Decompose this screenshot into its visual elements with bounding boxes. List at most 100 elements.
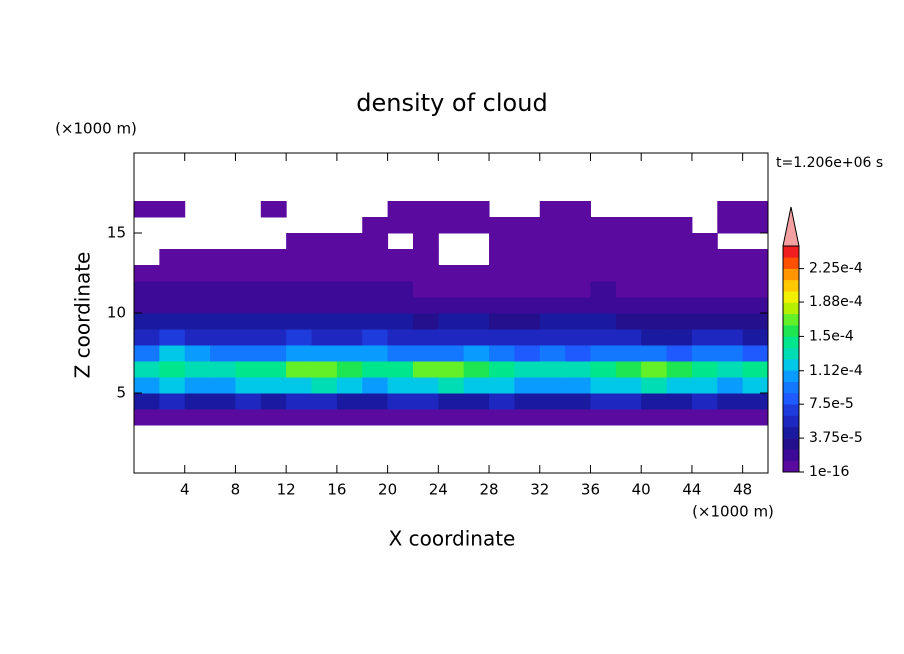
colorbar-band: [783, 460, 799, 473]
contour-cell: [260, 281, 287, 298]
contour-cell: [489, 217, 515, 234]
contour-cell: [387, 345, 414, 362]
contour-cell: [438, 345, 465, 362]
colorbar-band: [783, 302, 799, 315]
contour-cell: [717, 393, 744, 410]
contour-cell: [311, 377, 338, 394]
contour-cell: [742, 393, 769, 410]
contour-cell: [387, 249, 414, 266]
contour-cell: [691, 329, 718, 346]
contour-cell: [362, 361, 389, 378]
contour-cell: [210, 313, 236, 330]
contour-cell: [387, 265, 414, 282]
contour-cell: [184, 297, 211, 314]
contour-cell: [286, 265, 313, 282]
colorbar-band: [783, 449, 799, 461]
contour-cell: [260, 393, 287, 410]
contour-cell: [717, 265, 744, 282]
contour-cell: [260, 313, 287, 330]
contour-cell: [362, 377, 389, 394]
contour-cell: [717, 329, 744, 346]
contour-cell: [412, 249, 439, 266]
colorbar-band: [783, 291, 799, 303]
contour-cell: [286, 297, 313, 314]
contour-cell: [260, 249, 287, 266]
contour-cell: [210, 281, 236, 298]
contour-cell: [565, 393, 591, 410]
contour-cell: [691, 345, 718, 362]
contour-cell: [615, 409, 642, 426]
contour-cell: [742, 297, 769, 314]
contour-cell: [286, 361, 313, 378]
contour-cell: [311, 249, 338, 266]
contour-cell: [691, 361, 718, 378]
contour-cell: [336, 345, 363, 362]
contour-cell: [134, 313, 160, 330]
contour-cell: [260, 361, 287, 378]
contour-cell: [539, 393, 566, 410]
contour-cell: [463, 377, 490, 394]
contour-cell: [311, 233, 338, 250]
colorbar-band: [783, 426, 799, 439]
contour-cell: [463, 393, 490, 410]
contour-cell: [565, 217, 591, 234]
contour-cell: [590, 393, 617, 410]
contour-cell: [717, 409, 744, 426]
contour-cell: [615, 297, 642, 314]
contour-cell: [463, 297, 490, 314]
x-tick-label: 4: [180, 481, 190, 499]
contour-cell: [311, 393, 338, 410]
contour-cell: [615, 233, 642, 250]
contour-cell: [641, 249, 668, 266]
x-tick-label: 24: [429, 481, 448, 499]
contour-cell: [615, 249, 642, 266]
colorbar-band: [783, 246, 799, 258]
contour-cell: [438, 393, 465, 410]
contour-cell: [260, 297, 287, 314]
contour-cell: [134, 393, 160, 410]
contour-cell: [565, 329, 591, 346]
contour-cell: [210, 409, 236, 426]
contour-cell: [260, 409, 287, 426]
y-tick-label: 10: [107, 304, 126, 322]
contour-cell: [159, 329, 186, 346]
contour-cell: [489, 361, 515, 378]
colorbar-band: [783, 279, 799, 292]
contour-cell: [742, 329, 769, 346]
contour-cell: [717, 249, 744, 266]
contour-cell: [590, 233, 617, 250]
contour-cell: [311, 361, 338, 378]
contour-cell: [489, 329, 515, 346]
colorbar-tick-label: 3.75e-5: [809, 430, 863, 446]
contour-cell: [210, 329, 236, 346]
contour-cell: [286, 313, 313, 330]
contour-cell: [134, 329, 160, 346]
contour-cell: [514, 409, 541, 426]
contour-cell: [184, 393, 211, 410]
contour-cell: [590, 345, 617, 362]
contour-cell: [742, 313, 769, 330]
x-tick-label: 20: [378, 481, 397, 499]
contour-cell: [184, 361, 211, 378]
contour-cell: [666, 265, 693, 282]
contour-cell: [590, 329, 617, 346]
contour-cell: [412, 329, 439, 346]
contour-cell: [666, 345, 693, 362]
contour-cell: [260, 329, 287, 346]
contour-cell: [159, 409, 186, 426]
contour-cell: [311, 265, 338, 282]
colorbar-tick-label: 7.5e-5: [809, 396, 854, 412]
contour-cell: [489, 297, 515, 314]
contour-cell: [691, 233, 718, 250]
contour-cell: [184, 249, 211, 266]
contour-cell: [260, 201, 287, 218]
contour-cell: [717, 345, 744, 362]
contour-cell: [311, 409, 338, 426]
y-axis-label: Z coordinate: [71, 252, 95, 379]
contour-cell: [387, 201, 414, 218]
contour-cell: [539, 329, 566, 346]
contour-cell: [210, 249, 236, 266]
contour-cell: [336, 409, 363, 426]
contour-cell: [641, 313, 668, 330]
